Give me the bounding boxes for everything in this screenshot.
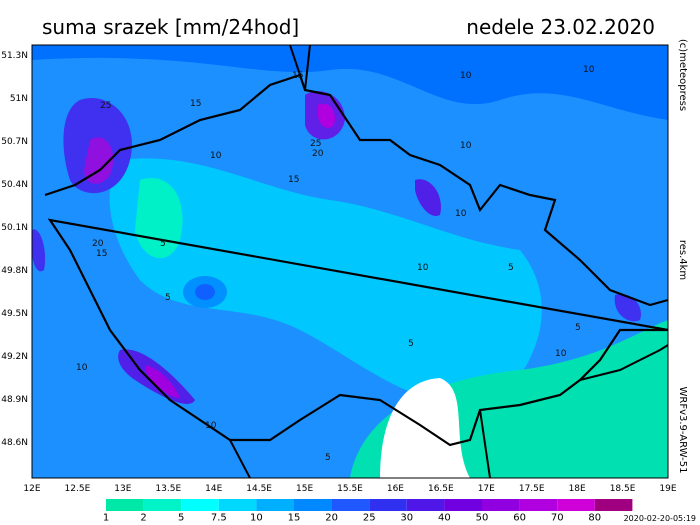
- legend-label: 20: [325, 512, 338, 523]
- contour-label: 15: [96, 249, 107, 259]
- legend-swatch: [256, 499, 294, 511]
- lat-label: 49.5N: [1, 309, 28, 319]
- legend-swatch: [181, 499, 219, 511]
- border: [229, 344, 669, 479]
- resolution: res.4km: [677, 240, 688, 280]
- contour-label: 5: [160, 239, 166, 249]
- contour-label: 5: [575, 323, 581, 333]
- lon-label: 14.5E: [246, 484, 272, 494]
- lon-label: 19E: [659, 484, 676, 494]
- legend-label: 50: [476, 512, 489, 523]
- lon-label: 17.5E: [519, 484, 545, 494]
- legend-label: 2: [140, 512, 146, 523]
- lat-label: 51.3N: [1, 51, 28, 61]
- lon-label: 16E: [387, 484, 404, 494]
- lat-label: 50.7N: [1, 137, 28, 147]
- credit: (c)meteopress: [677, 39, 688, 111]
- lon-label: 16.5E: [428, 484, 454, 494]
- legend-swatch: [68, 499, 106, 511]
- lon-labels: 12E 12.5E 13E 13.5E 14E 14.5E 15E 15.5E 16E 16.5E…: [23, 484, 676, 494]
- contour-label: 10: [460, 141, 472, 151]
- contour-label: 15: [288, 175, 299, 185]
- lon-label: 12.5E: [65, 484, 91, 494]
- legend-swatch: [331, 499, 370, 511]
- contour-label: 25: [100, 101, 111, 111]
- lon-label: 13E: [114, 484, 131, 494]
- lat-label: 50.1N: [1, 223, 28, 233]
- contour-label: 15: [190, 99, 201, 109]
- legend-label: 15: [288, 512, 301, 523]
- contour-label: 10: [583, 65, 595, 75]
- legend-label: 5: [178, 512, 184, 523]
- legend: 1 2 5 7.5 10 15 20 25 30 40 50 60 70 80: [68, 499, 633, 523]
- contour-label: 10: [210, 151, 222, 161]
- lon-label: 18.5E: [610, 484, 636, 494]
- legend-swatch: [406, 499, 445, 511]
- legend-label: 1: [103, 512, 109, 523]
- date: nedele 23.02.2020: [466, 15, 655, 39]
- lon-label: 14E: [205, 484, 222, 494]
- model: WRFv3.9-ARW-51: [677, 387, 688, 474]
- contour-label: 20: [312, 149, 324, 159]
- contour-label: 10: [417, 263, 429, 273]
- legend-swatch: [557, 499, 595, 511]
- contour-label: 5: [165, 293, 171, 303]
- contour-label: 10: [555, 349, 567, 359]
- legend-swatch: [519, 499, 558, 511]
- legend-label: 10: [250, 512, 263, 523]
- lat-label: 48.6N: [1, 438, 28, 448]
- lat-label: 51N: [10, 94, 28, 104]
- lon-label: 12E: [23, 484, 40, 494]
- lon-label: 13.5E: [155, 484, 181, 494]
- lon-label: 15.5E: [337, 484, 363, 494]
- legend-swatch: [482, 499, 520, 511]
- title: suma srazek [mm/24hod]: [42, 15, 299, 39]
- contour-labels: 15 10 10 25 15 10 25 20 15 10 10 20 15 5…: [76, 65, 595, 463]
- contour-label: 10: [460, 71, 472, 81]
- border: [44, 73, 669, 447]
- lon-label: 17E: [478, 484, 495, 494]
- lat-labels: 51.3N 51N 50.7N 50.4N 50.1N 49.8N 49.5N 49.2N 48…: [1, 51, 28, 448]
- border: [289, 44, 311, 91]
- legend-swatch: [106, 499, 144, 511]
- contour-label: 25: [310, 139, 321, 149]
- contour-label: 20: [92, 239, 104, 249]
- map-frame: [31, 44, 669, 479]
- lon-label: 18E: [569, 484, 586, 494]
- legend-label: 70: [551, 512, 564, 523]
- lat-label: 49.2N: [1, 352, 28, 362]
- legend-swatch: [369, 499, 407, 511]
- lon-label: 15E: [296, 484, 313, 494]
- legend-swatch: [143, 499, 182, 511]
- contour-label: 10: [76, 363, 88, 373]
- legend-label: 80: [588, 512, 601, 523]
- legend-label: 30: [400, 512, 413, 523]
- contour-label: 5: [508, 263, 514, 273]
- contour-label: 15: [292, 71, 303, 81]
- contour-label: 10: [205, 421, 217, 431]
- contour-label: 5: [325, 453, 331, 463]
- lat-label: 48.9N: [1, 395, 28, 405]
- legend-label: 25: [363, 512, 376, 523]
- timestamp: 2020-02-20-05:19: [624, 514, 696, 523]
- legend-label: 60: [513, 512, 526, 523]
- contour-label: 10: [455, 209, 467, 219]
- lat-label: 49.8N: [1, 266, 28, 276]
- legend-swatch: [594, 499, 633, 511]
- legend-swatch: [218, 499, 257, 511]
- legend-label: 7.5: [211, 512, 227, 523]
- contour-label: 5: [408, 339, 414, 349]
- legend-swatch: [444, 499, 482, 511]
- legend-label: 40: [438, 512, 451, 523]
- legend-swatch: [294, 499, 332, 511]
- lat-label: 50.4N: [1, 180, 28, 190]
- map-field: [32, 45, 668, 478]
